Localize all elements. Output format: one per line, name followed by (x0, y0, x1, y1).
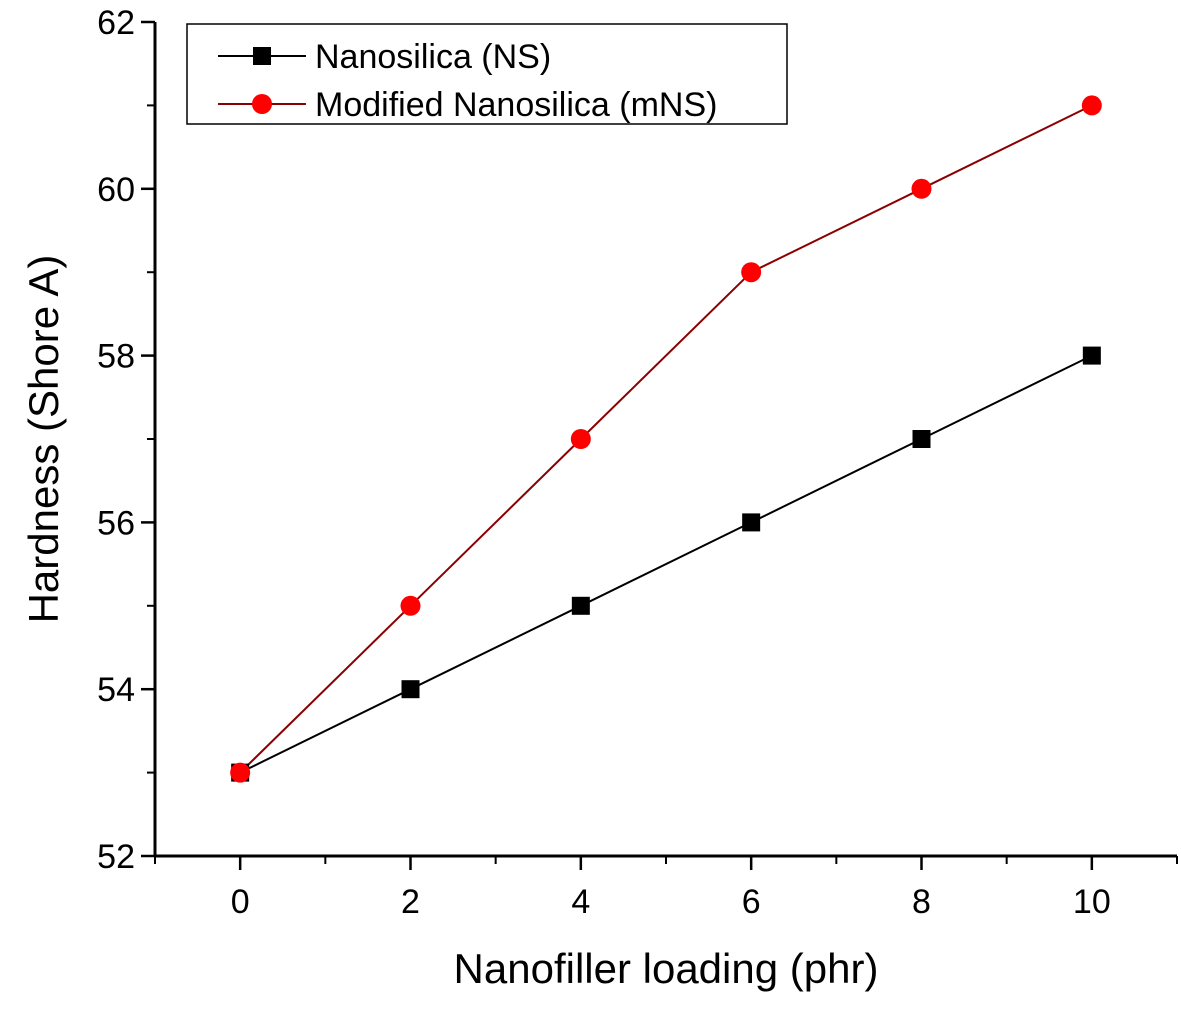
legend-mns-label: Modified Nanosilica (mNS) (315, 86, 717, 124)
data-point (742, 513, 761, 532)
legend-box (186, 23, 788, 125)
x-tick-label: 0 (231, 883, 250, 921)
legend-entry-ns: Nanosilica (NS) (218, 38, 551, 76)
data-point (570, 429, 591, 449)
data-point (741, 262, 762, 283)
series-layer (230, 95, 1102, 783)
y-tick-label: 54 (97, 671, 135, 709)
legend-mns-marker (252, 94, 272, 114)
legend-ns-label: Nanosilica (NS) (315, 38, 551, 76)
y-tick-label: 60 (97, 171, 135, 209)
x-tick-label: 8 (912, 883, 931, 921)
data-point (912, 430, 931, 448)
x-tick-label: 6 (742, 883, 761, 921)
data-point (571, 596, 590, 615)
series-1 (239, 104, 1093, 774)
data-point (1081, 95, 1102, 116)
x-tick-label: 4 (571, 883, 590, 921)
legend: Nanosilica (NS) Modified Nanosilica (mNS… (186, 23, 788, 125)
y-tick-label: 56 (97, 504, 135, 542)
x-tick-label: 10 (1073, 883, 1111, 921)
series-line (239, 354, 1093, 774)
series-1-markers (230, 95, 1102, 783)
data-point (911, 178, 932, 199)
y-axis-title: Hardness (Shore A) (20, 255, 67, 624)
data-point (401, 680, 420, 699)
legend-ns-marker (253, 47, 271, 65)
x-tick-label: 2 (401, 883, 420, 921)
data-point (1082, 346, 1101, 365)
plot-frame (153, 22, 1177, 858)
axis-ticks: 0 2 4 6 8 10 52 54 56 58 60 62 (97, 4, 1178, 921)
data-point (400, 595, 421, 616)
y-tick-label: 52 (97, 838, 135, 876)
x-axis-title: Nanofiller loading (phr) (454, 945, 879, 992)
y-tick-label: 62 (97, 4, 135, 42)
series-0 (239, 354, 1093, 774)
legend-entry-mns: Modified Nanosilica (mNS) (218, 86, 717, 124)
data-point (230, 762, 251, 783)
y-tick-label: 58 (97, 338, 135, 376)
series-line (239, 104, 1093, 774)
